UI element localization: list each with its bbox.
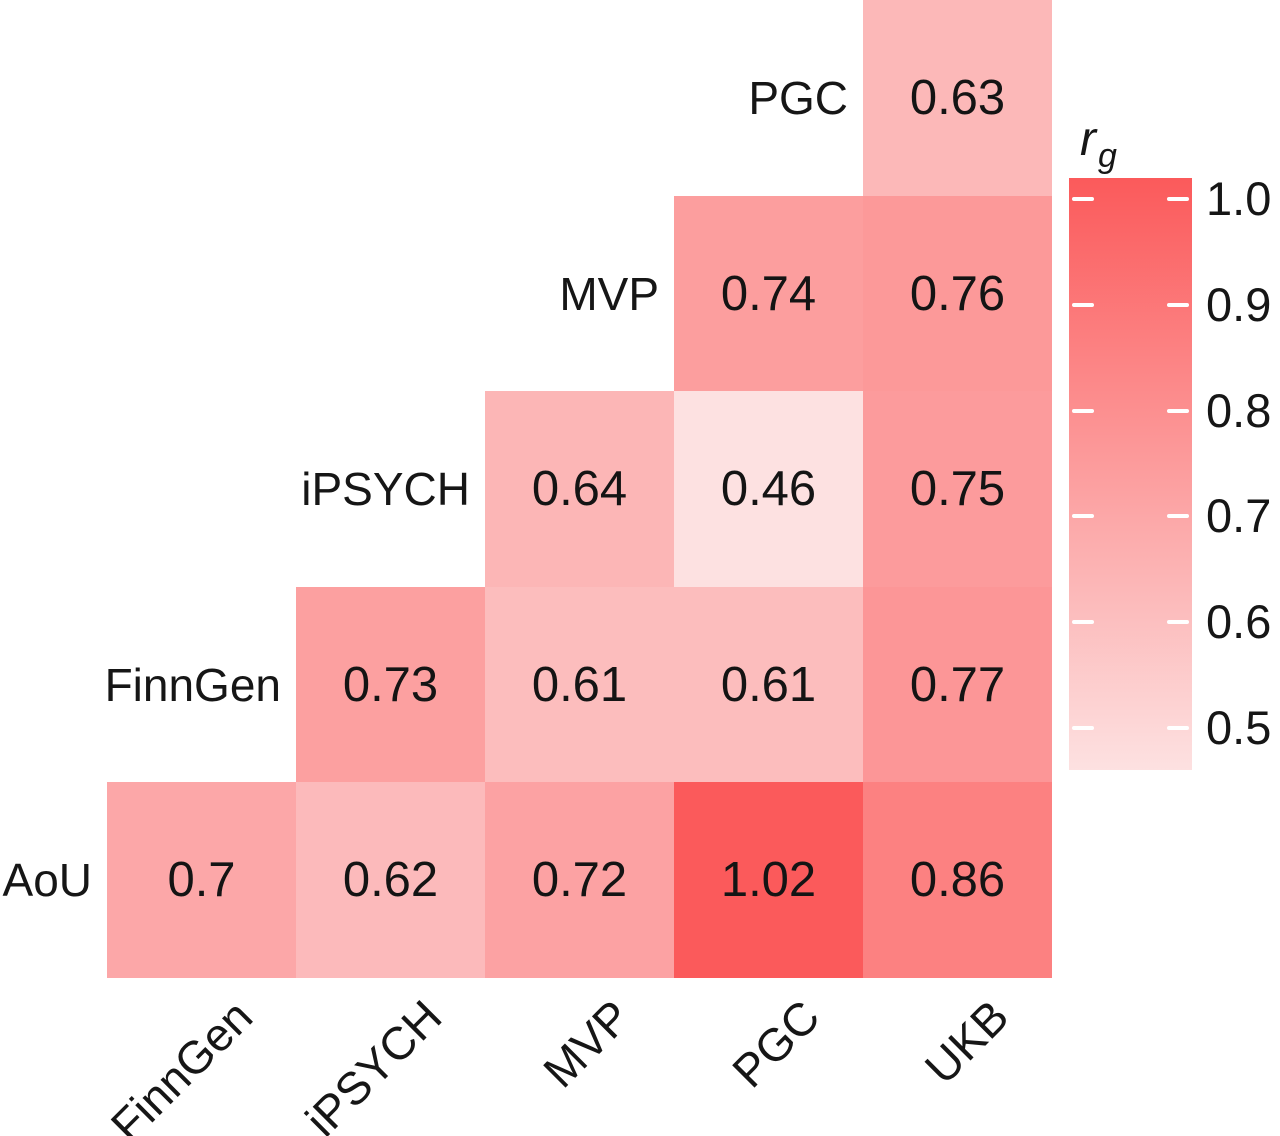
cell-value: 0.76: [909, 266, 1006, 321]
cell-value: 1.02: [720, 853, 817, 907]
colorbar-tick-left: [1072, 514, 1094, 518]
row-label-PGC: PGC: [748, 72, 848, 124]
cell-value: 0.61: [720, 657, 817, 712]
row-label-FinnGen: FinnGen: [104, 658, 281, 711]
colorbar-tick-left: [1072, 726, 1094, 730]
col-label-MVP: MVP: [533, 990, 641, 1098]
heatmap-cell-FinnGen-MVP: 0.61: [485, 587, 674, 782]
col-label-PGC: PGC: [722, 990, 830, 1098]
heatmap-cell-MVP-UKB: 0.76: [863, 196, 1052, 391]
colorbar-tick-right: [1167, 197, 1189, 201]
colorbar-tick-right: [1167, 514, 1189, 518]
heatmap-cell-AoU-UKB: 0.86: [863, 782, 1052, 978]
cell-value: 0.46: [720, 462, 817, 516]
colorbar-tick-right: [1167, 303, 1189, 307]
colorbar-tick-left: [1072, 197, 1094, 201]
cell-value: 0.72: [531, 853, 628, 907]
cell-value: 0.61: [531, 657, 628, 712]
heatmap-cell-iPSYCH-MVP: 0.64: [485, 391, 674, 587]
colorbar-title: rg: [1080, 112, 1117, 175]
col-label-iPSYCH: iPSYCH: [295, 990, 452, 1136]
heatmap-cell-AoU-MVP: 0.72: [485, 782, 674, 978]
heatmap-cell-iPSYCH-PGC: 0.46: [674, 391, 863, 587]
colorbar-tick-label: 1.0: [1206, 172, 1272, 225]
colorbar-tick-right: [1167, 409, 1189, 413]
row-label-MVP: MVP: [559, 267, 659, 320]
cell-value: 0.64: [531, 462, 628, 516]
heatmap-cell-PGC-UKB: 0.63: [863, 0, 1052, 196]
heatmap-cell-AoU-PGC: 1.02: [674, 782, 863, 978]
colorbar-tick-left: [1072, 303, 1094, 307]
colorbar-tick-label: 0.5: [1206, 701, 1272, 754]
colorbar-gradient: [1069, 178, 1192, 770]
cell-value: 0.73: [342, 657, 439, 712]
heatmap-cell-FinnGen-UKB: 0.77: [863, 587, 1052, 782]
heatmap-cell-AoU-FinnGen: 0.7: [107, 782, 296, 978]
colorbar-tick-left: [1072, 620, 1094, 624]
row-label-AoU: AoU: [2, 854, 92, 906]
colorbar-tick-label: 0.6: [1206, 595, 1272, 648]
colorbar-tick-left: [1072, 409, 1094, 413]
heatmap-cell-AoU-iPSYCH: 0.62: [296, 782, 485, 978]
colorbar-tick-label: 0.7: [1206, 489, 1272, 542]
cell-value: 0.7: [167, 853, 236, 907]
colorbar-title-symbol: r: [1080, 113, 1096, 166]
cell-value: 0.74: [720, 266, 817, 321]
cell-value: 0.63: [909, 71, 1006, 125]
heatmap-cell-FinnGen-PGC: 0.61: [674, 587, 863, 782]
heatmap-cell-FinnGen-iPSYCH: 0.73: [296, 587, 485, 782]
cell-value: 0.77: [909, 657, 1006, 712]
colorbar-title-subscript: g: [1097, 137, 1117, 175]
col-label-FinnGen: FinnGen: [100, 990, 263, 1136]
cell-value: 0.75: [909, 462, 1006, 516]
colorbar-tick-label: 0.9: [1206, 278, 1272, 331]
cell-value: 0.62: [342, 853, 439, 907]
heatmap-cell-MVP-PGC: 0.74: [674, 196, 863, 391]
colorbar-tick-right: [1167, 726, 1189, 730]
row-label-iPSYCH: iPSYCH: [301, 463, 470, 515]
heatmap-cell-iPSYCH-UKB: 0.75: [863, 391, 1052, 587]
colorbar-tick-right: [1167, 620, 1189, 624]
col-label-UKB: UKB: [914, 990, 1019, 1094]
cell-value: 0.86: [909, 853, 1006, 907]
colorbar-tick-label: 0.8: [1206, 384, 1272, 437]
